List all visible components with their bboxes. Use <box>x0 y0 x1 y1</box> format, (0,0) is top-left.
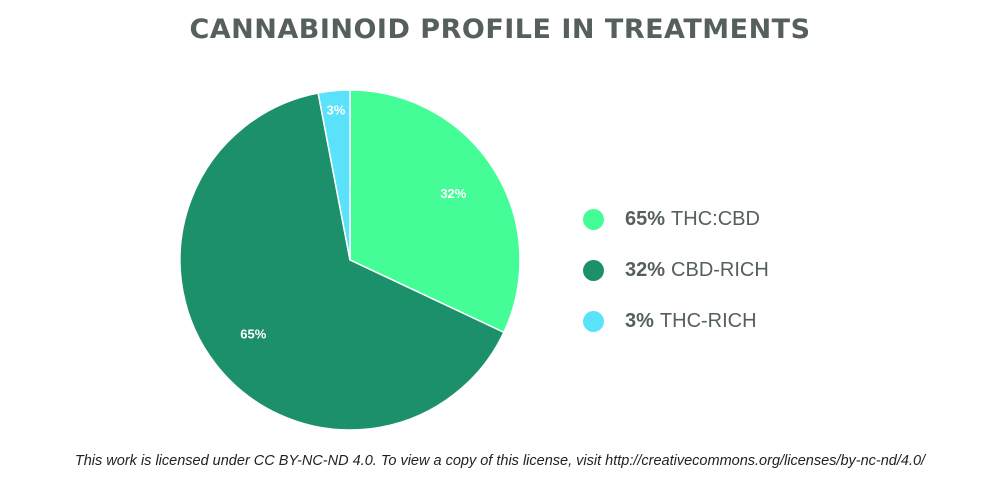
legend-value: 3% <box>625 310 654 332</box>
pie-slice-label: 65% <box>240 326 266 341</box>
chart-title: CANNABINOID PROFILE IN TREATMENTS <box>189 14 811 45</box>
legend-swatch-thc-rich <box>583 311 604 332</box>
legend-name: THC-RICH <box>659 310 757 332</box>
pie-slice-32pct <box>349 89 521 334</box>
chart-legend: 65% THC:CBD 32% CBD-RICH 3% THC-RICH <box>583 194 769 347</box>
pie-slice-65pct <box>179 92 505 431</box>
legend-value: 32% <box>625 259 666 281</box>
pie-slice-3pct <box>317 89 351 261</box>
legend-swatch-thc-cbd <box>583 209 604 230</box>
legend-value: 65% <box>625 208 666 230</box>
legend-swatch-cbd-rich <box>583 260 604 281</box>
legend-name: THC:CBD <box>671 208 760 230</box>
legend-item-thc-cbd: 65% THC:CBD <box>583 194 769 245</box>
pie-slice-label: 3% <box>327 103 346 118</box>
license-footer: This work is licensed under CC BY-NC-ND … <box>74 453 926 469</box>
legend-item-thc-rich: 3% THC-RICH <box>583 296 769 347</box>
legend-name: CBD-RICH <box>671 259 769 281</box>
legend-item-cbd-rich: 32% CBD-RICH <box>583 245 769 296</box>
pie-slice-label: 32% <box>440 186 466 201</box>
